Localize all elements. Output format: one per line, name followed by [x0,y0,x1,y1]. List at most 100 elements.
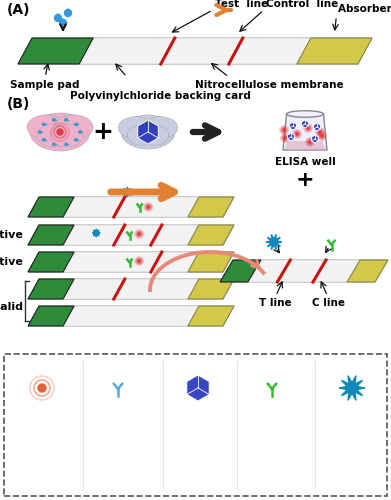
Circle shape [309,140,311,143]
Polygon shape [287,133,294,141]
Polygon shape [285,141,325,150]
Polygon shape [28,306,234,326]
Polygon shape [18,38,372,64]
Circle shape [75,123,77,126]
Circle shape [39,131,41,133]
Text: Colloidal gold: Colloidal gold [7,403,77,412]
Polygon shape [188,197,234,217]
Circle shape [43,138,45,141]
Polygon shape [297,38,372,64]
Polygon shape [63,279,199,299]
Text: TDF or TDN: TDF or TDN [169,403,227,412]
Polygon shape [339,376,365,400]
Polygon shape [290,122,296,130]
Polygon shape [60,18,66,22]
Polygon shape [63,197,199,217]
Polygon shape [122,187,132,197]
Circle shape [138,260,140,262]
Circle shape [147,206,150,208]
Polygon shape [138,120,158,144]
Ellipse shape [54,115,93,140]
Polygon shape [188,306,234,326]
Polygon shape [312,135,318,143]
Polygon shape [63,306,199,326]
Polygon shape [28,279,234,299]
Polygon shape [92,229,100,237]
Text: Negative: Negative [0,230,23,240]
Polygon shape [220,260,261,282]
Polygon shape [28,225,74,245]
Ellipse shape [50,124,83,147]
Circle shape [65,143,67,146]
Ellipse shape [30,113,90,151]
Polygon shape [187,375,209,401]
Text: Positive: Positive [0,257,23,267]
Polygon shape [28,197,234,217]
Text: (B): (B) [7,97,30,111]
Text: Invalid: Invalid [0,302,23,312]
Polygon shape [63,252,199,272]
Polygon shape [63,225,199,245]
Polygon shape [188,252,234,272]
FancyBboxPatch shape [4,354,387,496]
Polygon shape [188,279,234,299]
Text: +: + [93,120,113,144]
Circle shape [79,131,81,133]
Polygon shape [220,260,388,282]
Polygon shape [18,38,93,64]
Polygon shape [266,234,282,250]
Text: +: + [296,170,314,190]
Ellipse shape [143,116,178,139]
Ellipse shape [127,125,157,146]
Circle shape [75,138,77,141]
Circle shape [284,136,286,140]
Circle shape [54,14,61,21]
Circle shape [319,130,321,134]
Polygon shape [28,279,74,299]
Text: HRP-labelled
goat anti-
mouse IgG: HRP-labelled goat anti- mouse IgG [239,403,305,433]
Polygon shape [347,260,388,282]
Ellipse shape [27,115,66,140]
Text: Anti-TDF
MAb: Anti-TDF MAb [96,403,140,422]
Circle shape [296,132,298,136]
Polygon shape [283,114,327,150]
Text: Nitrocellulose membrane: Nitrocellulose membrane [195,80,344,90]
Text: Test  line: Test line [215,0,268,9]
Ellipse shape [37,124,70,147]
Circle shape [53,118,55,121]
Circle shape [59,20,66,26]
Polygon shape [301,120,308,128]
Text: T line: T line [258,298,291,308]
Text: Polyvinylchloride backing card: Polyvinylchloride backing card [70,91,251,101]
Ellipse shape [139,125,169,146]
Text: Absorbent pad: Absorbent pad [338,4,391,14]
Circle shape [53,143,55,146]
Circle shape [307,126,309,130]
Polygon shape [28,252,74,272]
Circle shape [283,128,285,132]
Ellipse shape [118,116,153,139]
Circle shape [65,118,67,121]
Text: ELISA well: ELISA well [274,157,335,167]
Text: C line: C line [312,298,345,308]
Text: Sample pad: Sample pad [11,80,80,90]
Polygon shape [188,225,234,245]
Polygon shape [79,38,311,64]
Circle shape [138,232,140,235]
Polygon shape [28,197,74,217]
Polygon shape [28,306,74,326]
Ellipse shape [287,111,323,117]
Ellipse shape [121,115,175,149]
Polygon shape [28,252,234,272]
Circle shape [65,10,72,16]
Polygon shape [55,13,61,17]
Circle shape [57,129,63,135]
Polygon shape [28,225,234,245]
Text: Control  line: Control line [266,0,338,9]
Circle shape [43,123,45,126]
Polygon shape [314,123,321,131]
Text: (A): (A) [7,3,30,17]
Polygon shape [248,260,360,282]
Polygon shape [65,8,71,12]
Circle shape [321,134,323,138]
